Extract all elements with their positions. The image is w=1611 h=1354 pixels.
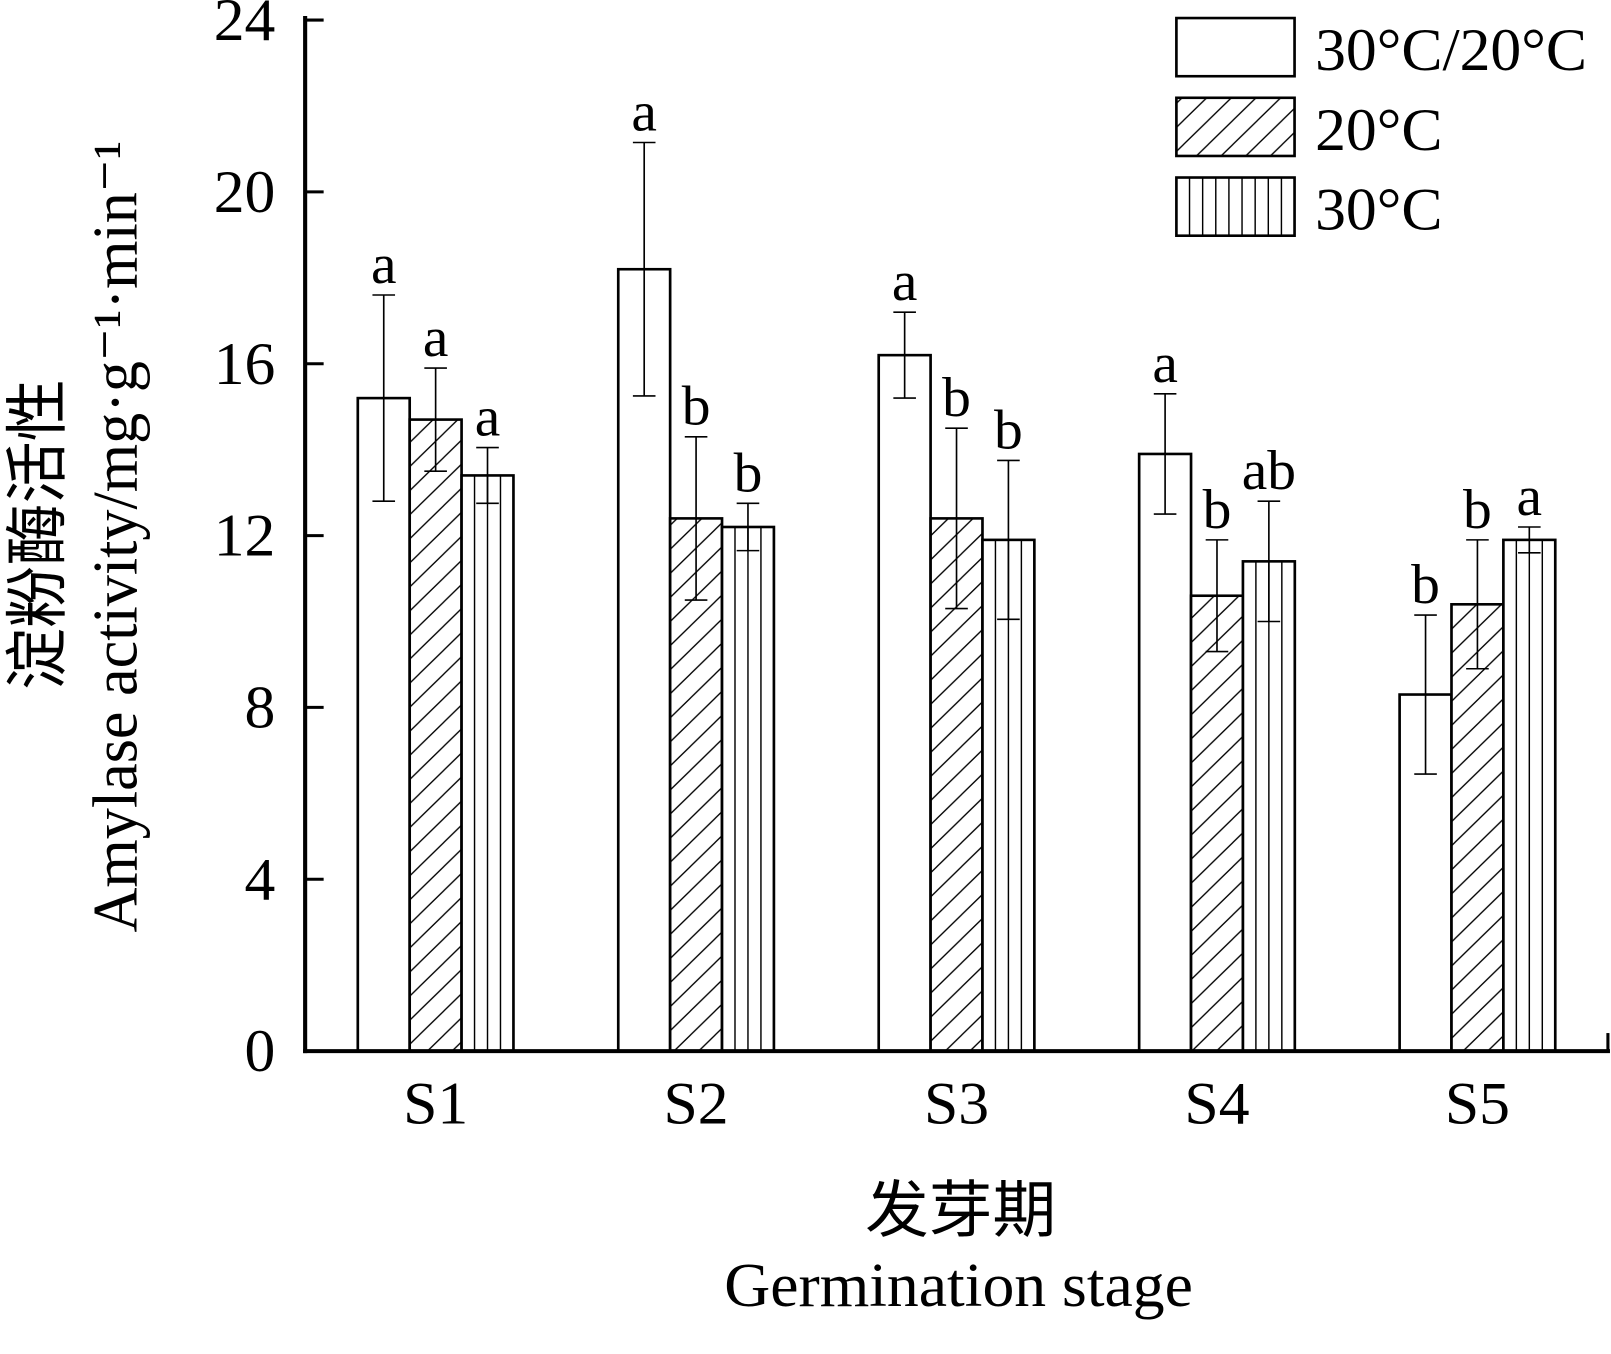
significance-letter-S4-series-1: a	[1152, 332, 1178, 394]
y-tick-label: 20	[214, 160, 276, 226]
error-bar-S2-series-3	[736, 502, 760, 552]
significance-letter-S4-series-3: ab	[1242, 440, 1296, 502]
y-axis-title-en: Amylase activity/mg·g⁻¹·min⁻¹	[80, 141, 151, 933]
legend-swatch-2	[1175, 96, 1296, 158]
bar-group-S3: abb	[877, 251, 1036, 1053]
significance-letter-S1-series-2: a	[423, 307, 449, 369]
legend-label-2: 20°C	[1315, 98, 1442, 164]
bar-S1-series-1	[356, 396, 412, 1053]
legend-swatch-1	[1175, 16, 1296, 78]
error-bar-S3-series-1	[893, 311, 916, 399]
legend-item-3: 30°C	[1175, 176, 1443, 244]
x-tick-label-S2: S2	[664, 1071, 729, 1137]
error-bar-S1-series-2	[424, 367, 447, 472]
y-tick-label: 8	[245, 675, 276, 741]
bar-group-S2: a bb	[616, 81, 776, 1053]
error-bar-S3-series-3	[997, 459, 1020, 621]
legend: 30°C/20°C 20°C 30°C	[1175, 16, 1587, 244]
significance-letter-S2-series-2: b	[682, 375, 711, 437]
error-bar-S2-series-1	[632, 141, 656, 397]
error-bar-S1-series-1	[372, 294, 396, 503]
x-axis-title-en: Germination stage	[724, 1251, 1193, 1320]
bar-S3-series-1	[877, 353, 932, 1053]
legend-item-2: 20°C	[1175, 96, 1443, 164]
y-tick-label: 24	[214, 0, 276, 54]
legend-item-1: 30°C/20°C	[1175, 16, 1587, 84]
significance-letter-S5-series-3: a	[1517, 466, 1543, 528]
significance-letter-S2-series-1: a	[631, 81, 657, 143]
significance-letter-S3-series-1: a	[892, 251, 918, 313]
error-bar-S3-series-2	[945, 427, 968, 610]
significance-letter-S3-series-2: b	[942, 367, 971, 429]
bar-S1-series-2	[408, 418, 463, 1053]
legend-label-3: 30°C	[1315, 177, 1442, 243]
x-tick-label-S1: S1	[403, 1071, 468, 1137]
bar-S4-series-1	[1137, 452, 1193, 1053]
legend-swatch-3	[1175, 176, 1296, 238]
error-bar-S5-series-2	[1466, 539, 1489, 670]
significance-letter-S1-series-3: a	[475, 386, 501, 448]
error-bar-S1-series-3	[476, 446, 499, 505]
bar-group-S1: aaa	[356, 234, 515, 1053]
x-tick-label-S3: S3	[924, 1071, 989, 1137]
y-axis-title-cn: 淀粉酶活性	[3, 379, 74, 690]
bar-group-S5: bb a	[1398, 466, 1557, 1053]
significance-letter-S3-series-3: b	[994, 399, 1023, 461]
bar-S5-series-2	[1450, 603, 1505, 1053]
error-bar-S5-series-3	[1518, 526, 1541, 554]
error-bar-S2-series-2	[684, 435, 708, 601]
error-bar-S4-series-3	[1257, 500, 1281, 623]
y-tick-label: 0	[245, 1019, 276, 1085]
significance-letter-S1-series-1: a	[371, 234, 397, 296]
x-tick-label-S4: S4	[1184, 1071, 1249, 1137]
error-bar-S4-series-2	[1205, 539, 1229, 653]
bar-S2-series-2	[668, 517, 724, 1053]
y-tick-label: 16	[214, 331, 276, 397]
error-bar-S5-series-1	[1414, 614, 1437, 775]
y-tick-label: 4	[245, 847, 276, 913]
x-tick-label-S5: S5	[1445, 1071, 1510, 1137]
error-bar-S4-series-1	[1153, 393, 1177, 515]
bar-S4-series-2	[1189, 594, 1245, 1053]
significance-letter-S5-series-2: b	[1463, 478, 1492, 540]
legend-label-1: 30°C/20°C	[1315, 18, 1587, 84]
significance-letter-S5-series-1: b	[1411, 554, 1440, 616]
significance-letter-S4-series-2: b	[1203, 478, 1232, 540]
y-tick-label: 12	[214, 503, 276, 569]
axes-layer: S1 S2 S3 S4 S5 0 4 8 12 16 20 24	[214, 0, 1610, 1137]
x-axis-title-cn: 发芽期	[865, 1176, 1056, 1245]
significance-letter-S2-series-3: b	[734, 442, 763, 504]
